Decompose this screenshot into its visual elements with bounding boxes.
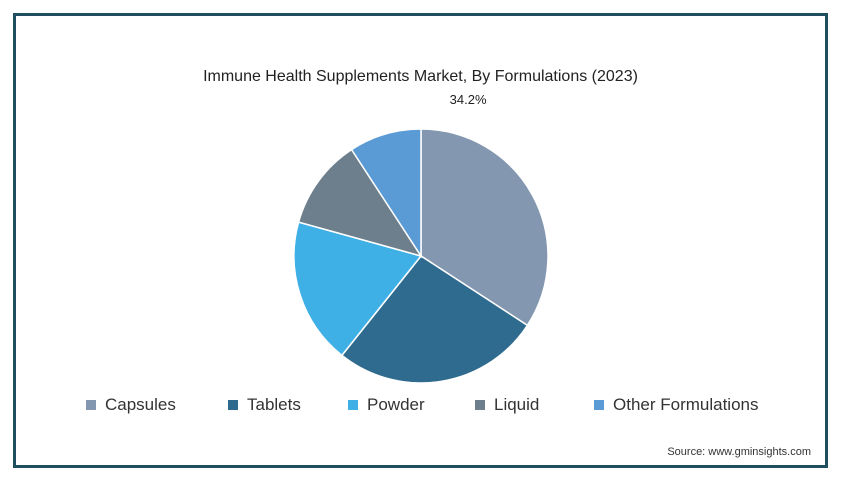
legend-item-powder: Powder bbox=[348, 395, 425, 415]
pie-chart: 34.2% bbox=[293, 92, 549, 384]
legend-swatch bbox=[86, 400, 96, 410]
legend-item-capsules: Capsules bbox=[86, 395, 176, 415]
legend-swatch bbox=[348, 400, 358, 410]
chart-legend: Capsules Tablets Powder Liquid Other Formula… bbox=[16, 395, 825, 419]
pie-slice-tablets bbox=[340, 254, 529, 384]
legend-swatch bbox=[594, 400, 604, 410]
pie-slice-powder bbox=[293, 221, 423, 357]
legend-swatch bbox=[475, 400, 485, 410]
chart-title: Immune Health Supplements Market, By For… bbox=[203, 68, 638, 85]
data-label-capsules: 34.2% bbox=[450, 92, 487, 107]
legend-swatch bbox=[228, 400, 238, 410]
legend-label: Liquid bbox=[494, 395, 540, 414]
legend-item-liquid: Liquid bbox=[475, 395, 539, 415]
legend-label: Capsules bbox=[105, 395, 176, 414]
legend-label: Tablets bbox=[247, 395, 301, 414]
source-note: Source: www.gminsights.com bbox=[667, 446, 811, 458]
legend-item-other-formulations: Other Formulations bbox=[594, 395, 759, 415]
legend-label: Other Formulations bbox=[613, 395, 759, 414]
chart-frame: Immune Health Supplements Market, By For… bbox=[13, 13, 828, 468]
legend-item-tablets: Tablets bbox=[228, 395, 301, 415]
pie-slice-liquid bbox=[297, 148, 423, 258]
pie-slice-other-formulations bbox=[350, 128, 422, 259]
legend-label: Powder bbox=[367, 395, 425, 414]
